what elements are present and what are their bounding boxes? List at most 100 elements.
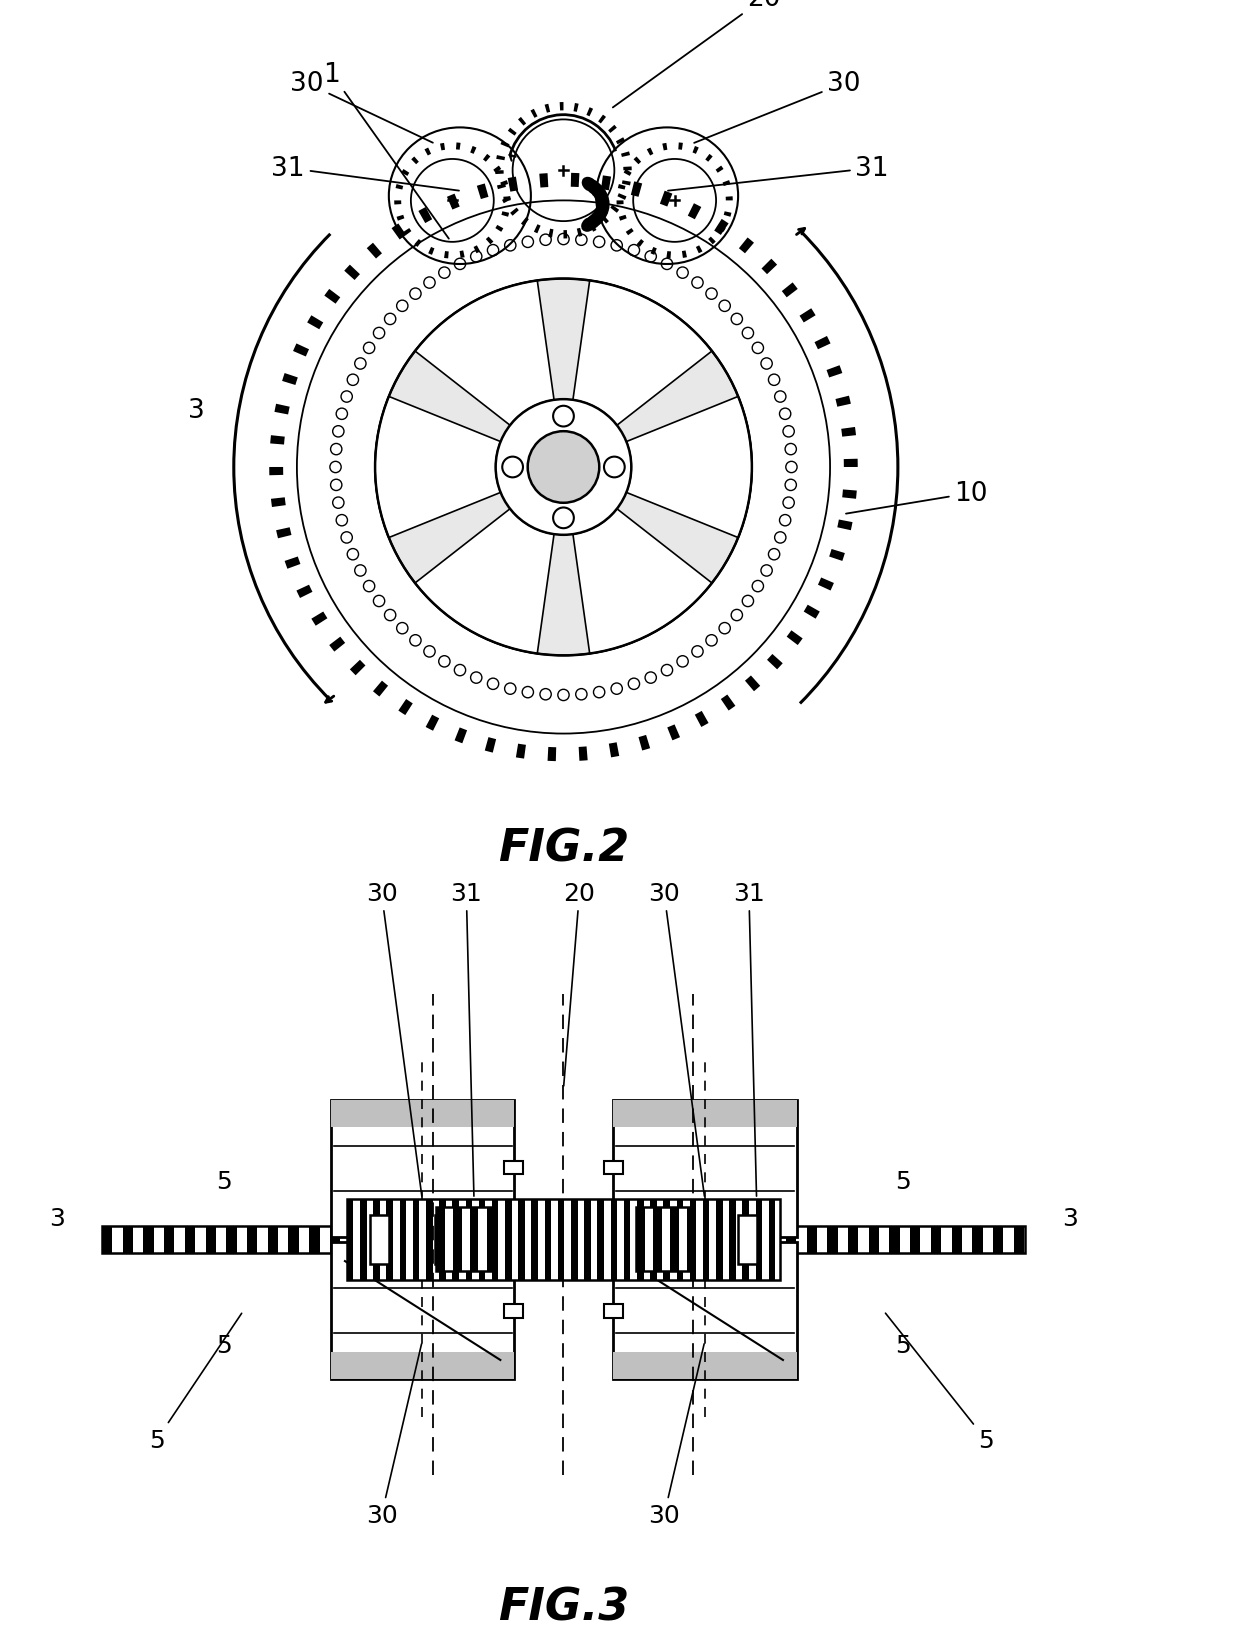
- Bar: [657, 1200, 663, 1280]
- Bar: [614, 1242, 797, 1379]
- Bar: [487, 1208, 491, 1271]
- Bar: [195, 1226, 206, 1253]
- Bar: [806, 1226, 817, 1253]
- Bar: [630, 1226, 641, 1253]
- Bar: [399, 1200, 407, 1280]
- Bar: [738, 1216, 758, 1265]
- Bar: [454, 1226, 465, 1253]
- Bar: [133, 1226, 144, 1253]
- Bar: [755, 1200, 763, 1280]
- Bar: [247, 1226, 258, 1253]
- Bar: [713, 1226, 724, 1253]
- Bar: [703, 1226, 713, 1253]
- Bar: [641, 1226, 651, 1253]
- Bar: [775, 1226, 786, 1253]
- Bar: [518, 1200, 525, 1280]
- Bar: [237, 1226, 247, 1253]
- Bar: [662, 1208, 670, 1271]
- Text: 30: 30: [649, 882, 704, 1196]
- Ellipse shape: [596, 194, 610, 212]
- Bar: [331, 1100, 515, 1237]
- Polygon shape: [626, 398, 751, 538]
- Bar: [931, 1226, 941, 1253]
- Bar: [527, 1226, 537, 1253]
- Bar: [330, 1226, 340, 1253]
- Bar: [744, 1226, 755, 1253]
- Bar: [769, 1200, 775, 1280]
- Bar: [651, 1226, 661, 1253]
- Bar: [113, 1226, 123, 1253]
- Bar: [614, 1100, 797, 1128]
- Ellipse shape: [590, 210, 604, 227]
- Bar: [734, 1226, 744, 1253]
- Bar: [299, 1226, 309, 1253]
- Bar: [445, 1208, 453, 1271]
- Bar: [568, 1226, 579, 1253]
- Bar: [413, 1226, 423, 1253]
- Bar: [403, 1226, 413, 1253]
- Text: 1: 1: [324, 62, 449, 240]
- Bar: [436, 1208, 491, 1271]
- Bar: [371, 1226, 382, 1253]
- Bar: [544, 1200, 552, 1280]
- Bar: [505, 1200, 512, 1280]
- Ellipse shape: [595, 204, 609, 220]
- Bar: [570, 1200, 578, 1280]
- Text: 3: 3: [48, 1206, 64, 1231]
- Ellipse shape: [582, 218, 596, 233]
- Bar: [644, 1200, 650, 1280]
- Bar: [614, 1100, 797, 1237]
- Bar: [599, 1226, 610, 1253]
- Bar: [749, 1200, 755, 1280]
- Bar: [505, 1162, 523, 1175]
- Bar: [604, 1200, 610, 1280]
- Bar: [475, 1226, 485, 1253]
- Bar: [144, 1226, 154, 1253]
- Bar: [331, 1242, 515, 1379]
- Text: 30: 30: [366, 882, 422, 1196]
- Ellipse shape: [593, 207, 606, 223]
- Bar: [837, 1226, 848, 1253]
- Bar: [723, 1200, 729, 1280]
- Text: 31: 31: [668, 156, 889, 192]
- Bar: [620, 1226, 630, 1253]
- Bar: [848, 1226, 858, 1253]
- Bar: [763, 1200, 769, 1280]
- Bar: [485, 1200, 492, 1280]
- Bar: [423, 1226, 434, 1253]
- Bar: [485, 1226, 496, 1253]
- Bar: [670, 1200, 677, 1280]
- Text: 30: 30: [366, 1345, 422, 1527]
- Bar: [436, 1208, 445, 1271]
- Bar: [361, 1226, 371, 1253]
- Bar: [636, 1208, 691, 1271]
- Circle shape: [502, 458, 523, 478]
- Bar: [453, 1208, 461, 1271]
- Bar: [558, 1200, 564, 1280]
- Bar: [479, 1208, 487, 1271]
- Bar: [505, 1304, 523, 1317]
- Bar: [972, 1226, 982, 1253]
- Bar: [353, 1200, 360, 1280]
- Bar: [470, 1208, 479, 1271]
- Bar: [1003, 1226, 1014, 1253]
- Bar: [636, 1208, 645, 1271]
- Bar: [1014, 1226, 1024, 1253]
- Text: FIG.3: FIG.3: [497, 1586, 629, 1628]
- Text: 20: 20: [563, 882, 595, 1086]
- Bar: [598, 1200, 604, 1280]
- Text: FIG.2: FIG.2: [497, 828, 629, 870]
- Bar: [258, 1226, 268, 1253]
- Bar: [715, 1200, 723, 1280]
- Bar: [351, 1226, 361, 1253]
- Bar: [154, 1226, 164, 1253]
- Text: 3: 3: [187, 398, 205, 424]
- Bar: [786, 1226, 796, 1253]
- Bar: [689, 1200, 697, 1280]
- Text: 30: 30: [694, 72, 861, 143]
- Bar: [827, 1226, 837, 1253]
- Bar: [427, 1200, 433, 1280]
- Ellipse shape: [595, 191, 609, 207]
- Bar: [889, 1226, 900, 1253]
- Bar: [492, 1200, 498, 1280]
